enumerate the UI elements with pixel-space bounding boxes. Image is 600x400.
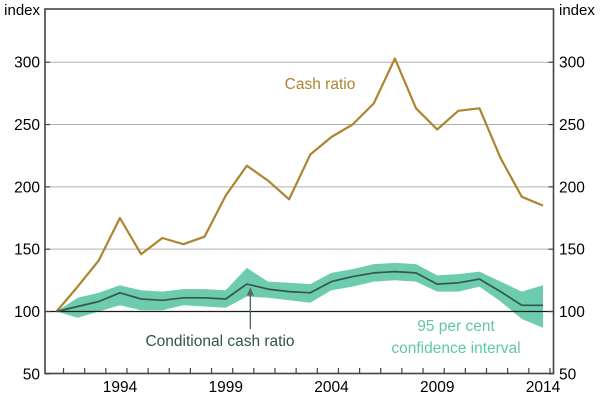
y-tick-label-right: 100: [559, 304, 585, 321]
y-tick-label-left: 50: [23, 366, 41, 383]
series-lines: [55, 57, 544, 313]
conditional-cash-ratio-line: [56, 270, 543, 313]
x-tick-label: 2009: [420, 379, 454, 396]
confidence-interval-label-line2: confidence interval: [391, 340, 520, 357]
y-tick-label-left: 250: [14, 117, 40, 134]
axis-tick-labels: 50 50 100 100 150 150 200 200 250 250 300 300 1994 19…: [14, 55, 585, 396]
y-gridlines: [45, 61, 554, 250]
plot-frame-rect: [44, 8, 555, 375]
plot-frame: [44, 8, 555, 375]
y-tick-label-right: 150: [559, 242, 585, 259]
y-tick-label-right: 200: [559, 179, 585, 196]
y-tick-label-right: 50: [559, 366, 577, 383]
annotation-arrow: [246, 287, 254, 329]
y-tick-label-left: 200: [14, 179, 40, 196]
y-tick-label-left: 100: [14, 304, 40, 321]
y-tick-label-left: 300: [14, 55, 40, 72]
y-tick-label-left: 150: [14, 242, 40, 259]
index-unit-label-left: index: [4, 2, 40, 19]
confidence-band: [56, 262, 543, 328]
x-tick-label: 1994: [103, 379, 138, 396]
axis-ticks: [45, 61, 554, 375]
cash-ratio-series-label: Cash ratio: [285, 76, 356, 93]
x-tick-label: 2014: [526, 379, 561, 396]
y-tick-label-right: 250: [559, 117, 585, 134]
x-tick-label: 1999: [208, 379, 242, 396]
x-tick-label: 2004: [314, 379, 349, 396]
confidence-interval-label-line1: 95 per cent: [417, 318, 495, 335]
cash-ratio-line: [55, 57, 544, 313]
index-unit-label-right: index: [559, 2, 595, 19]
confidence-interval-band: [56, 262, 543, 328]
y-tick-label-right: 300: [559, 55, 585, 72]
conditional-cash-ratio-series-label: Conditional cash ratio: [145, 333, 294, 350]
arrow-head: [246, 287, 254, 296]
